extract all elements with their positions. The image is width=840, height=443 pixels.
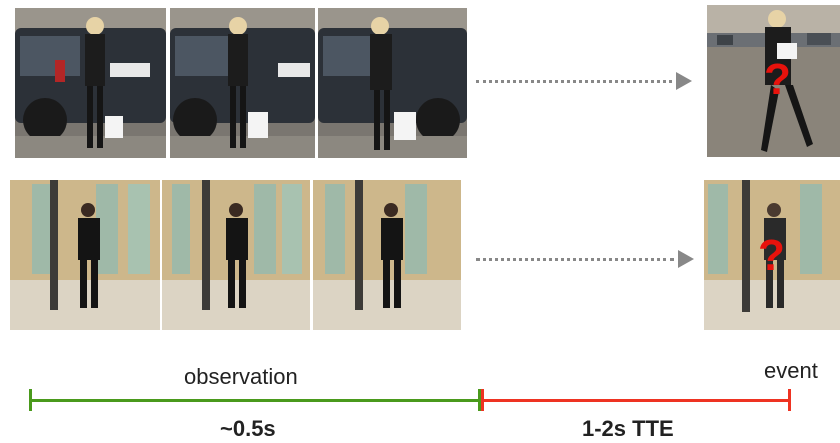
observation-frame-1-1	[15, 8, 166, 158]
observation-period-bar	[30, 399, 480, 402]
observation-frame-1-3	[318, 8, 467, 158]
unknown-outcome-marker-2: ?	[758, 234, 785, 278]
observation-duration-label: ~0.5s	[220, 416, 276, 442]
arrow-right-icon	[678, 250, 694, 268]
event-label: event	[764, 358, 818, 384]
unknown-outcome-marker-1: ?	[764, 58, 791, 102]
prediction-dotted-line-2	[476, 258, 674, 261]
event-tick	[788, 389, 791, 411]
observation-label: observation	[184, 364, 298, 390]
observation-frame-2-2	[162, 180, 310, 330]
observation-frame-1-2	[170, 8, 315, 158]
time-to-event-bar	[482, 399, 790, 402]
arrow-right-icon	[676, 72, 692, 90]
tte-duration-label: 1-2s TTE	[582, 416, 674, 442]
observation-frame-2-1	[10, 180, 160, 330]
observation-frame-2-3	[313, 180, 461, 330]
prediction-dotted-line-1	[476, 80, 672, 83]
